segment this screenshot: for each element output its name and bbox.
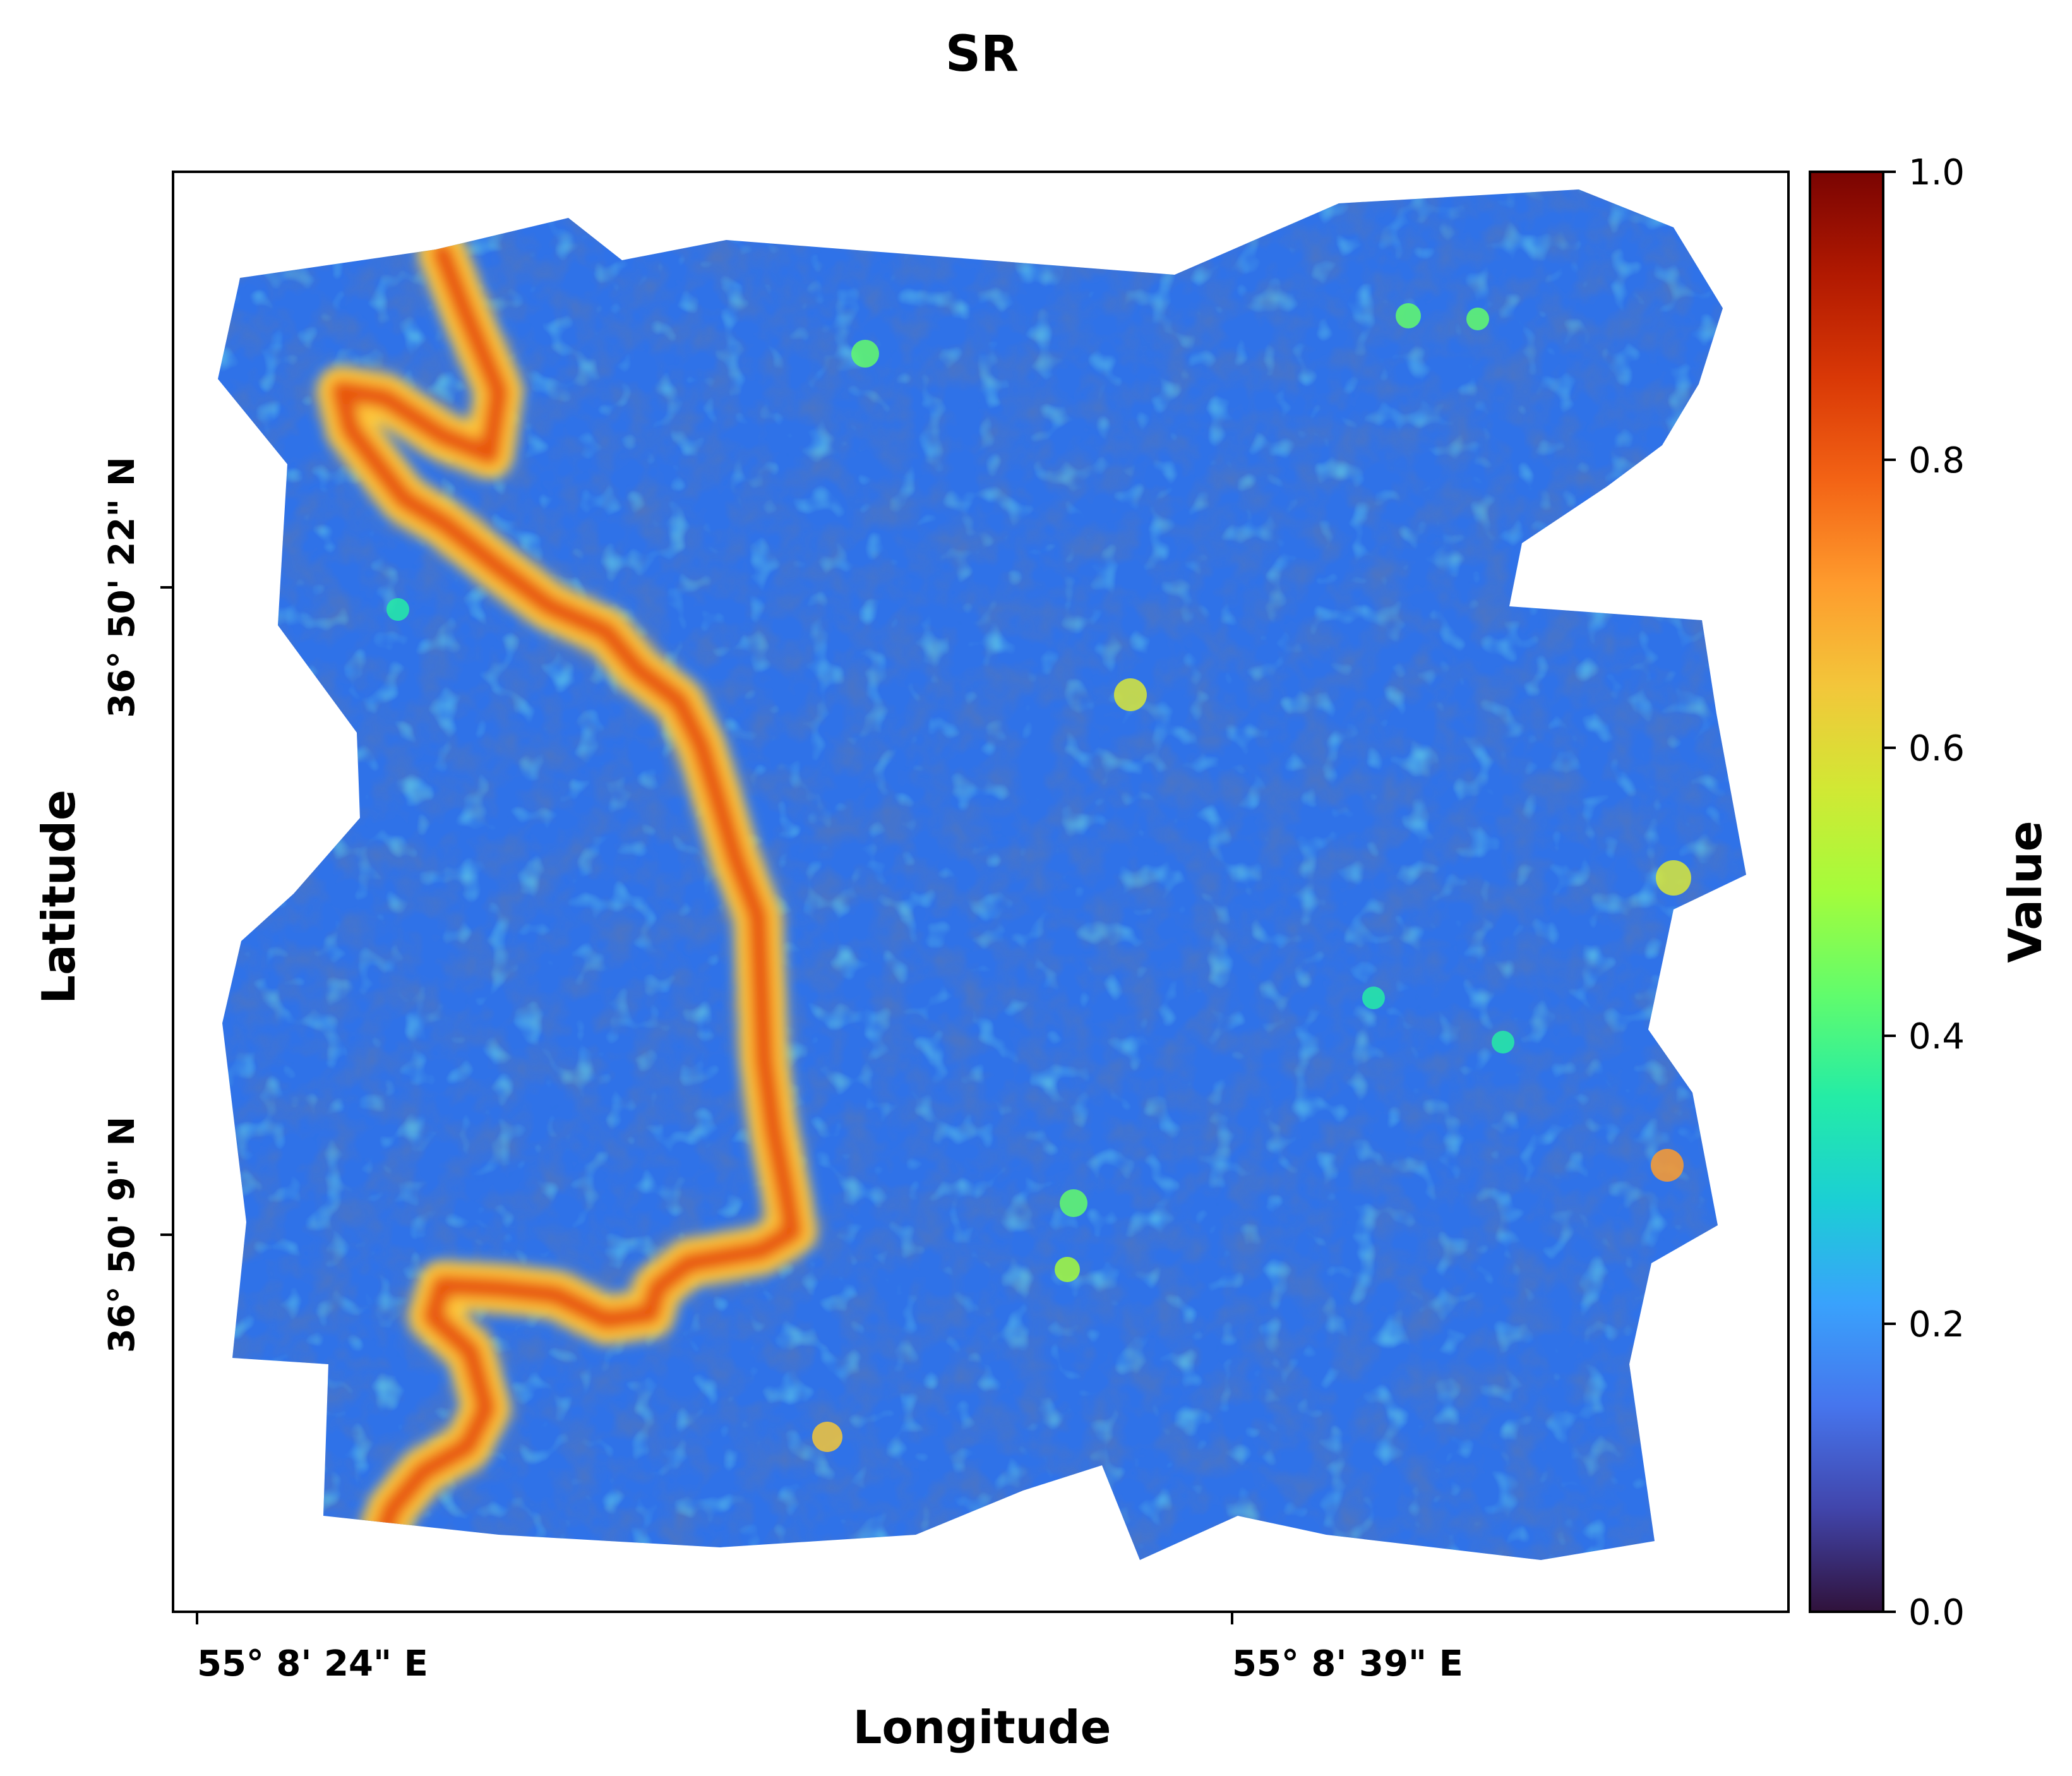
hotspot-5 bbox=[1396, 303, 1421, 328]
colorbar-tick-label-1: 0.0 bbox=[1908, 1592, 1965, 1633]
x-axis-label: Longitude bbox=[853, 1701, 1111, 1754]
hotspot-10 bbox=[386, 598, 409, 621]
colorbar-tick-label-4: 0.6 bbox=[1908, 728, 1965, 769]
hotspot-8 bbox=[1060, 1189, 1087, 1217]
colorbar-tick-label-5: 0.8 bbox=[1908, 440, 1965, 481]
hotspot-12 bbox=[1492, 1031, 1514, 1053]
hotspot-1 bbox=[1114, 678, 1147, 711]
axes-frame bbox=[172, 171, 1790, 1613]
y-tick-label-1: 36° 50' 22" N bbox=[102, 457, 143, 717]
colorbar-tick-label-6: 1.0 bbox=[1908, 152, 1965, 193]
raster-layer bbox=[218, 189, 1746, 1560]
hotspot-11 bbox=[1362, 987, 1385, 1009]
colorbar-ticks: 0.0 0.2 0.4 0.6 0.8 1.0 bbox=[1883, 152, 1965, 1633]
hotspot-2 bbox=[1656, 860, 1691, 896]
x-tick-label-2: 55° 8' 39" E bbox=[1232, 1643, 1463, 1684]
hotspot-6 bbox=[1466, 308, 1489, 330]
colorbar-tick-label-3: 0.4 bbox=[1908, 1016, 1965, 1057]
hotspot-7 bbox=[851, 340, 879, 368]
y-axis-label: Latitude bbox=[32, 789, 85, 1004]
colorbar bbox=[1809, 171, 1884, 1613]
hotspot-3 bbox=[1651, 1149, 1684, 1182]
raster-light-texture bbox=[218, 189, 1746, 1560]
hotspot-4 bbox=[812, 1422, 842, 1452]
channel-core bbox=[330, 242, 803, 1558]
chart-title: SR bbox=[945, 26, 1019, 83]
x-tick-label-1: 55° 8' 24" E bbox=[197, 1643, 428, 1684]
y-tick-label-2: 36° 50' 9" N bbox=[102, 1117, 143, 1353]
channel-feature bbox=[316, 228, 817, 1560]
hotspot-9 bbox=[1055, 1257, 1080, 1282]
colorbar-label: Value bbox=[1999, 820, 2052, 963]
colorbar-tick-label-2: 0.2 bbox=[1908, 1304, 1965, 1345]
hotspots bbox=[386, 303, 1691, 1452]
